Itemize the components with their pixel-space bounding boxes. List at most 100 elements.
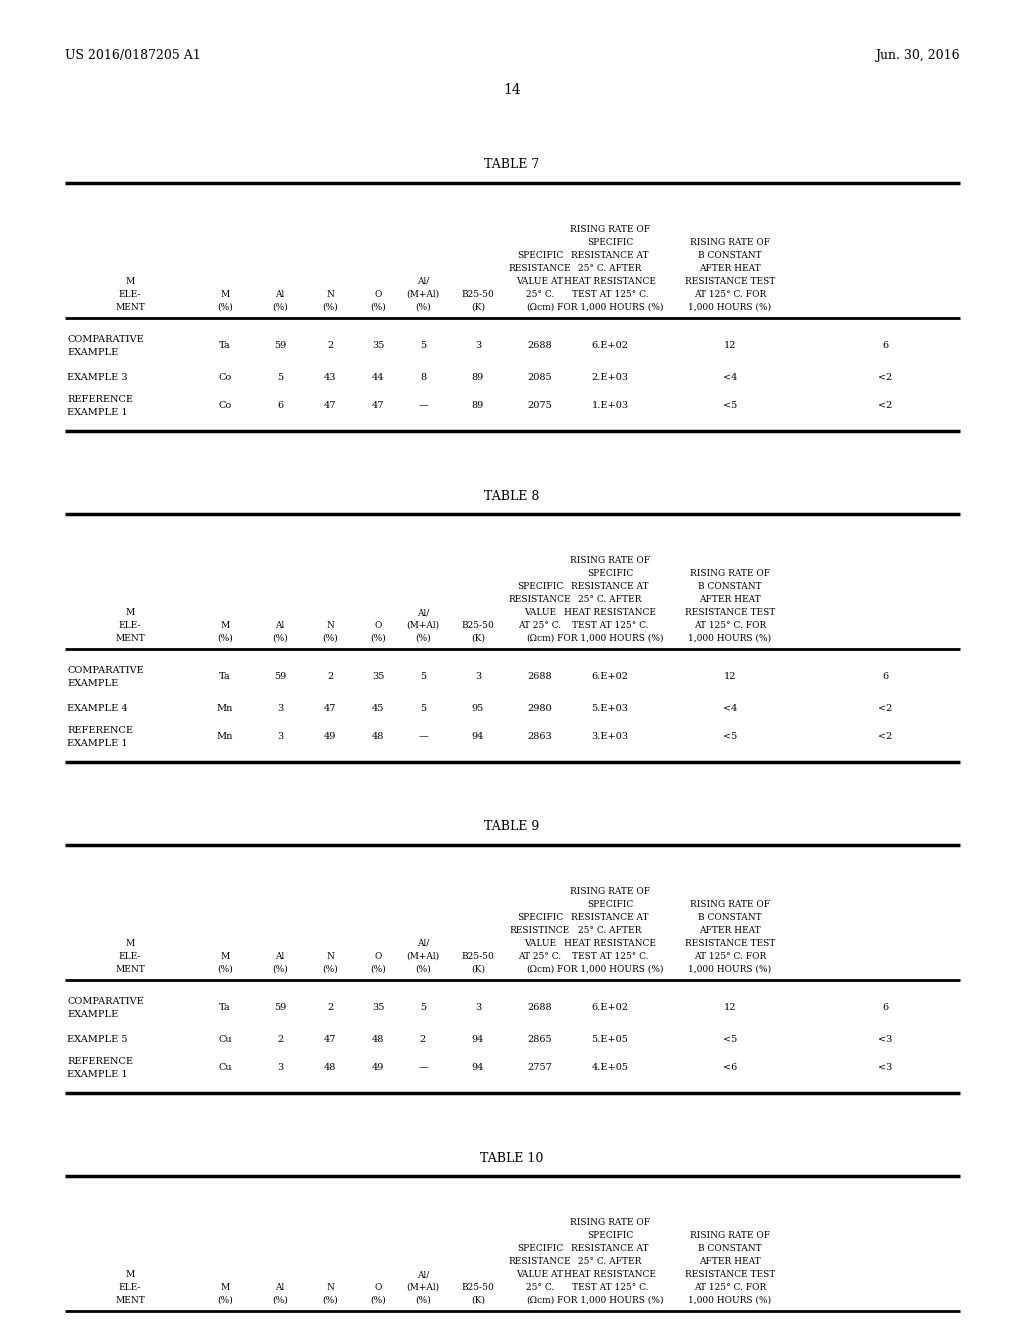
Text: 6.E+02: 6.E+02	[592, 672, 629, 681]
Text: 3: 3	[276, 733, 283, 741]
Text: 95: 95	[472, 704, 484, 713]
Text: SPECIFIC: SPECIFIC	[517, 913, 563, 921]
Text: (%): (%)	[323, 634, 338, 643]
Text: 35: 35	[372, 672, 384, 681]
Text: RESISTANCE AT: RESISTANCE AT	[571, 582, 649, 591]
Text: 89: 89	[472, 374, 484, 381]
Text: SPECIFIC: SPECIFIC	[517, 582, 563, 591]
Text: 5: 5	[420, 341, 426, 350]
Text: (%): (%)	[323, 1296, 338, 1305]
Text: 43: 43	[324, 374, 336, 381]
Text: <3: <3	[878, 1035, 892, 1044]
Text: (%): (%)	[272, 965, 288, 974]
Text: Ta: Ta	[219, 1003, 230, 1012]
Text: 8: 8	[420, 374, 426, 381]
Text: 49: 49	[372, 1063, 384, 1072]
Text: Al/: Al/	[417, 609, 429, 616]
Text: —: —	[418, 1063, 428, 1072]
Text: M: M	[220, 952, 229, 961]
Text: 5.E+05: 5.E+05	[592, 1035, 629, 1044]
Text: <3: <3	[878, 1063, 892, 1072]
Text: B25-50: B25-50	[462, 290, 495, 300]
Text: (%): (%)	[217, 1296, 232, 1305]
Text: ELE-: ELE-	[119, 1283, 141, 1292]
Text: AT 25° C.: AT 25° C.	[518, 952, 561, 961]
Text: 2.E+03: 2.E+03	[592, 374, 629, 381]
Text: (%): (%)	[272, 1296, 288, 1305]
Text: <2: <2	[878, 374, 892, 381]
Text: RISING RATE OF: RISING RATE OF	[570, 224, 650, 234]
Text: RISING RATE OF: RISING RATE OF	[690, 900, 770, 909]
Text: O: O	[375, 952, 382, 961]
Text: EXAMPLE 3: EXAMPLE 3	[67, 374, 128, 381]
Text: SPECIFIC: SPECIFIC	[587, 569, 633, 578]
Text: 2: 2	[327, 672, 333, 681]
Text: M: M	[125, 939, 134, 948]
Text: N: N	[326, 620, 334, 630]
Text: 25° C. AFTER: 25° C. AFTER	[579, 927, 642, 935]
Text: 59: 59	[273, 672, 286, 681]
Text: RESISTANCE AT: RESISTANCE AT	[571, 1243, 649, 1253]
Text: 2075: 2075	[527, 401, 552, 411]
Text: AFTER HEAT: AFTER HEAT	[699, 1257, 761, 1266]
Text: 6: 6	[882, 1003, 888, 1012]
Text: 2: 2	[327, 1003, 333, 1012]
Text: EXAMPLE 5: EXAMPLE 5	[67, 1035, 128, 1044]
Text: 2863: 2863	[527, 733, 552, 741]
Text: RESISTANCE: RESISTANCE	[509, 1257, 571, 1266]
Text: 3: 3	[276, 1063, 283, 1072]
Text: Co: Co	[218, 374, 231, 381]
Text: RISING RATE OF: RISING RATE OF	[570, 887, 650, 896]
Text: Jun. 30, 2016: Jun. 30, 2016	[876, 49, 961, 62]
Text: 35: 35	[372, 1003, 384, 1012]
Text: 35: 35	[372, 341, 384, 350]
Text: TABLE 7: TABLE 7	[484, 158, 540, 172]
Text: 59: 59	[273, 341, 286, 350]
Text: EXAMPLE: EXAMPLE	[67, 1010, 118, 1019]
Text: 48: 48	[372, 1035, 384, 1044]
Text: B CONSTANT: B CONSTANT	[698, 251, 762, 260]
Text: (K): (K)	[471, 1296, 485, 1305]
Text: EXAMPLE 1: EXAMPLE 1	[67, 408, 128, 417]
Text: Al/: Al/	[417, 939, 429, 948]
Text: RESISTANCE: RESISTANCE	[509, 595, 571, 605]
Text: O: O	[375, 290, 382, 300]
Text: <5: <5	[723, 1035, 737, 1044]
Text: 6.E+02: 6.E+02	[592, 1003, 629, 1012]
Text: 5: 5	[420, 704, 426, 713]
Text: 3: 3	[475, 1003, 481, 1012]
Text: 2688: 2688	[527, 341, 552, 350]
Text: AFTER HEAT: AFTER HEAT	[699, 595, 761, 605]
Text: M: M	[125, 277, 134, 286]
Text: (%): (%)	[272, 634, 288, 643]
Text: TABLE 8: TABLE 8	[484, 490, 540, 503]
Text: (Ωcm): (Ωcm)	[526, 634, 554, 643]
Text: FOR 1,000 HOURS (%): FOR 1,000 HOURS (%)	[557, 1296, 664, 1305]
Text: B CONSTANT: B CONSTANT	[698, 913, 762, 921]
Text: REFERENCE: REFERENCE	[67, 395, 133, 404]
Text: (%): (%)	[415, 634, 431, 643]
Text: (%): (%)	[415, 1296, 431, 1305]
Text: Ta: Ta	[219, 672, 230, 681]
Text: MENT: MENT	[115, 304, 144, 312]
Text: TEST AT 125° C.: TEST AT 125° C.	[571, 290, 648, 300]
Text: B25-50: B25-50	[462, 620, 495, 630]
Text: M: M	[125, 1270, 134, 1279]
Text: O: O	[375, 620, 382, 630]
Text: M: M	[125, 609, 134, 616]
Text: FOR 1,000 HOURS (%): FOR 1,000 HOURS (%)	[557, 965, 664, 974]
Text: SPECIFIC: SPECIFIC	[587, 1232, 633, 1239]
Text: TEST AT 125° C.: TEST AT 125° C.	[571, 952, 648, 961]
Text: AFTER HEAT: AFTER HEAT	[699, 927, 761, 935]
Text: EXAMPLE 1: EXAMPLE 1	[67, 1071, 128, 1078]
Text: 4.E+05: 4.E+05	[592, 1063, 629, 1072]
Text: AT 125° C. FOR: AT 125° C. FOR	[694, 290, 766, 300]
Text: 12: 12	[724, 672, 736, 681]
Text: Ta: Ta	[219, 341, 230, 350]
Text: RESISTANCE: RESISTANCE	[509, 264, 571, 273]
Text: 14: 14	[503, 83, 521, 96]
Text: <2: <2	[878, 733, 892, 741]
Text: <2: <2	[878, 704, 892, 713]
Text: AT 25° C.: AT 25° C.	[518, 620, 561, 630]
Text: EXAMPLE 4: EXAMPLE 4	[67, 704, 128, 713]
